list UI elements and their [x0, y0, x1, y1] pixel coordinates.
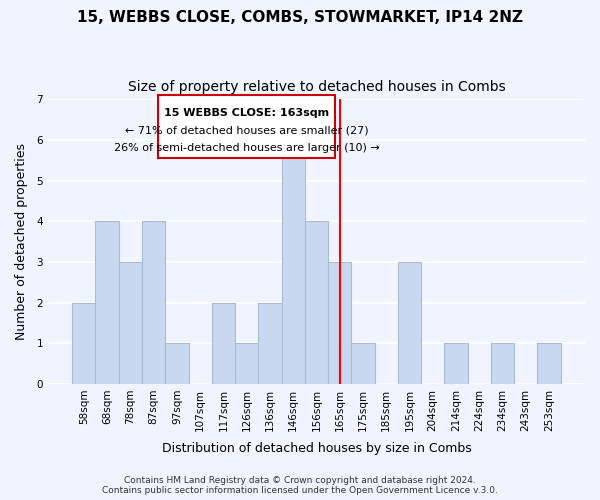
Y-axis label: Number of detached properties: Number of detached properties — [15, 143, 28, 340]
Bar — [305, 222, 328, 384]
Bar — [281, 140, 305, 384]
Bar — [445, 343, 467, 384]
Bar — [538, 343, 560, 384]
Text: ← 71% of detached houses are smaller (27): ← 71% of detached houses are smaller (27… — [125, 126, 368, 136]
Bar — [491, 343, 514, 384]
Text: 15, WEBBS CLOSE, COMBS, STOWMARKET, IP14 2NZ: 15, WEBBS CLOSE, COMBS, STOWMARKET, IP14… — [77, 10, 523, 25]
Bar — [95, 222, 119, 384]
X-axis label: Distribution of detached houses by size in Combs: Distribution of detached houses by size … — [161, 442, 471, 455]
Bar — [72, 302, 95, 384]
Bar — [328, 262, 351, 384]
Bar — [235, 343, 258, 384]
Bar — [165, 343, 188, 384]
Bar — [351, 343, 374, 384]
Bar — [398, 262, 421, 384]
Bar — [119, 262, 142, 384]
Bar — [258, 302, 281, 384]
Text: 15 WEBBS CLOSE: 163sqm: 15 WEBBS CLOSE: 163sqm — [164, 108, 329, 118]
Bar — [212, 302, 235, 384]
Title: Size of property relative to detached houses in Combs: Size of property relative to detached ho… — [128, 80, 505, 94]
Text: Contains HM Land Registry data © Crown copyright and database right 2024.
Contai: Contains HM Land Registry data © Crown c… — [102, 476, 498, 495]
Bar — [142, 222, 165, 384]
Text: 26% of semi-detached houses are larger (10) →: 26% of semi-detached houses are larger (… — [114, 143, 380, 153]
FancyBboxPatch shape — [158, 96, 335, 158]
